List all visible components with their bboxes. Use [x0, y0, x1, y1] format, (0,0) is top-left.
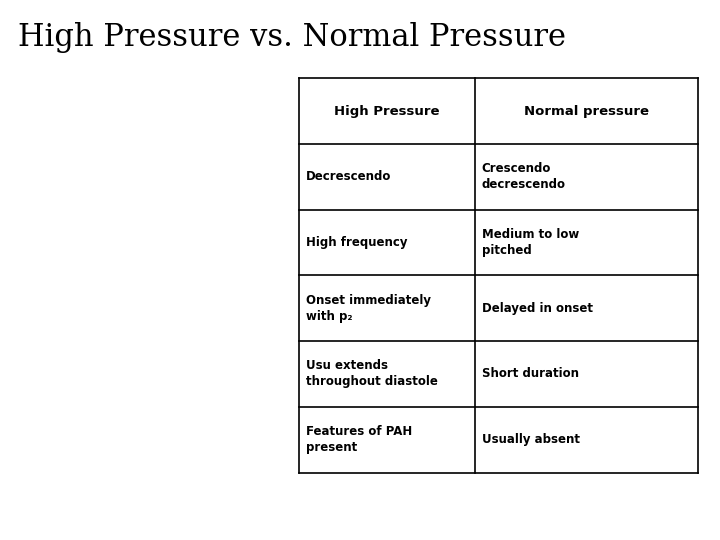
- Text: Short duration: Short duration: [482, 367, 579, 381]
- Text: Crescendo
decrescendo: Crescendo decrescendo: [482, 163, 566, 191]
- Bar: [7, 92, 284, 470]
- Text: Medium to low
pitched: Medium to low pitched: [482, 228, 579, 257]
- Text: Decrescendo: Decrescendo: [306, 170, 392, 184]
- Text: High Pressure: High Pressure: [334, 105, 439, 118]
- Text: High Pressure vs. Normal Pressure: High Pressure vs. Normal Pressure: [18, 22, 566, 52]
- Text: Usu extends
throughout diastole: Usu extends throughout diastole: [306, 360, 438, 388]
- Text: Usually absent: Usually absent: [482, 433, 580, 446]
- Text: Delayed in onset: Delayed in onset: [482, 302, 593, 315]
- Text: Features of PAH
present: Features of PAH present: [306, 425, 413, 454]
- Text: High frequency: High frequency: [306, 236, 408, 249]
- Text: Normal pressure: Normal pressure: [524, 105, 649, 118]
- Text: Onset immediately
with p₂: Onset immediately with p₂: [306, 294, 431, 323]
